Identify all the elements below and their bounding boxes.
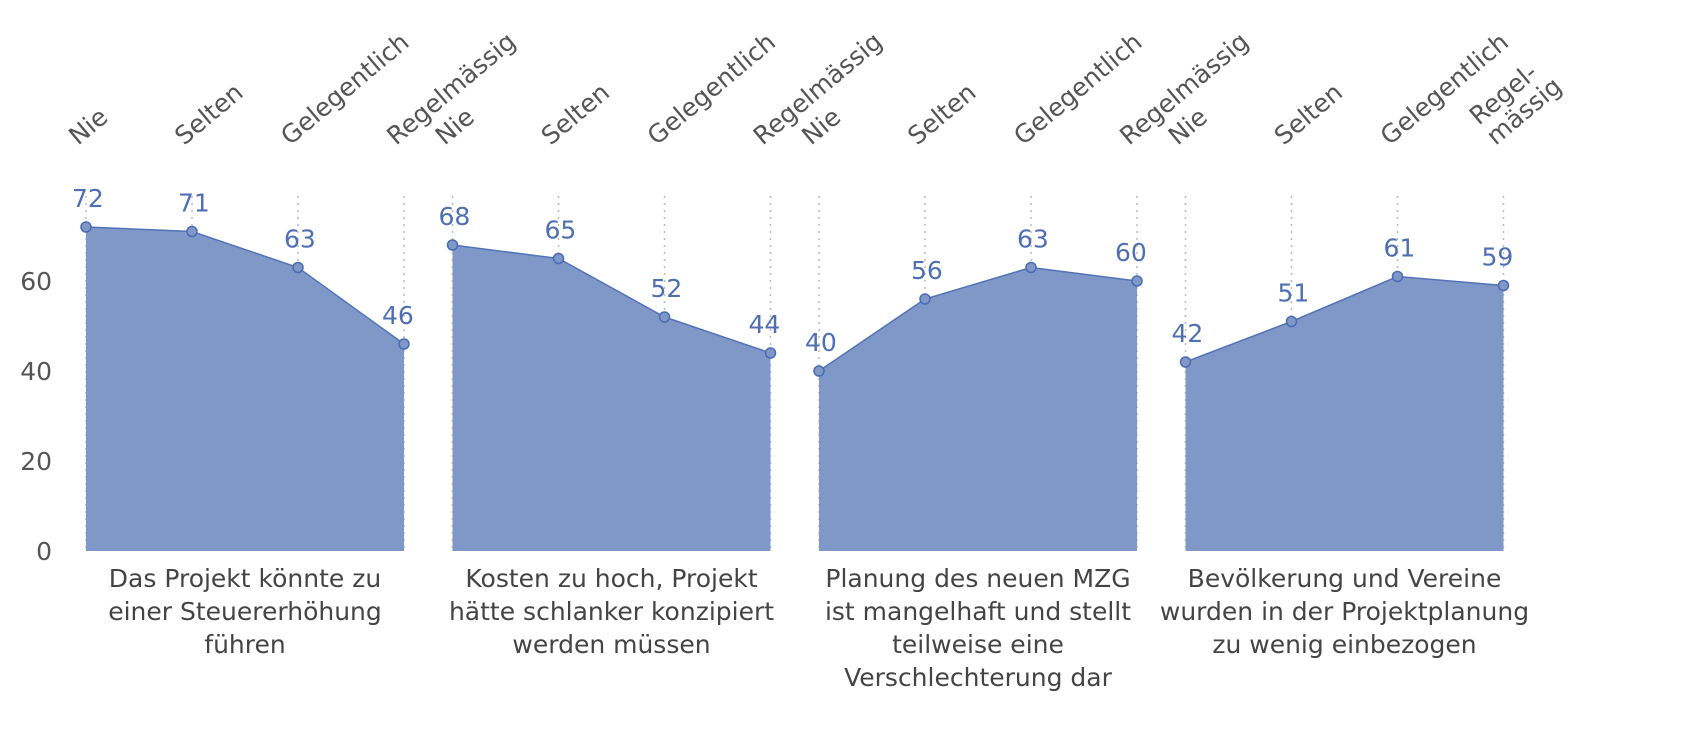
data-label: 56 (911, 256, 943, 285)
data-label: 71 (178, 189, 210, 218)
panel-title: Kosten zu hoch, Projekt hätte schlanker … (448, 564, 775, 659)
point (1285, 315, 1298, 328)
data-label: 61 (1384, 234, 1416, 263)
data-label: 72 (72, 184, 104, 213)
area (819, 267, 1137, 551)
data-label: 51 (1278, 279, 1310, 308)
panel-title: Das Projekt könnte zu einer Steuererhöhu… (108, 564, 382, 659)
x-tick-label: Selten (536, 77, 615, 150)
point (80, 221, 92, 233)
data-label: 65 (545, 216, 577, 245)
area (86, 227, 404, 551)
point (919, 293, 931, 305)
point (764, 347, 777, 359)
area-line (85, 226, 405, 345)
point (1025, 261, 1037, 274)
point (658, 311, 671, 323)
data-label: 44 (749, 310, 781, 339)
data-label: 42 (1172, 319, 1204, 348)
data-label: 63 (1017, 225, 1049, 254)
data-label: 40 (805, 328, 837, 357)
point (552, 252, 565, 265)
point (1179, 356, 1192, 368)
x-tick-label: Nie (63, 102, 113, 151)
y-tick-label: 20 (20, 447, 52, 476)
point (1497, 279, 1510, 292)
area-line (818, 266, 1138, 372)
x-tick-label: Selten (169, 77, 248, 150)
y-tick-label: 40 (20, 357, 52, 386)
panel-title: Bevölkerung und Vereine wurden in der Pr… (1159, 564, 1530, 659)
point (292, 261, 304, 274)
point (813, 365, 825, 377)
point (398, 338, 410, 350)
data-label: 60 (1115, 238, 1147, 267)
data-label: 52 (651, 274, 683, 303)
panel-title: Planung des neuen MZG ist mangelhaft und… (824, 564, 1132, 692)
area (452, 245, 771, 551)
point (186, 225, 198, 238)
y-tick-label: 0 (36, 537, 52, 566)
area (1185, 276, 1504, 551)
x-tick-label: Selten (902, 77, 981, 150)
y-tick-label: 60 (20, 267, 52, 296)
x-tick-label: Selten (1269, 77, 1348, 150)
data-label: 68 (439, 202, 471, 231)
point (446, 239, 459, 251)
area-line (1185, 275, 1504, 363)
area-line (452, 244, 771, 354)
data-label: 63 (284, 225, 316, 254)
point (1391, 270, 1404, 283)
data-label: 46 (382, 301, 414, 330)
data-label: 59 (1482, 243, 1514, 272)
point (1131, 275, 1143, 287)
